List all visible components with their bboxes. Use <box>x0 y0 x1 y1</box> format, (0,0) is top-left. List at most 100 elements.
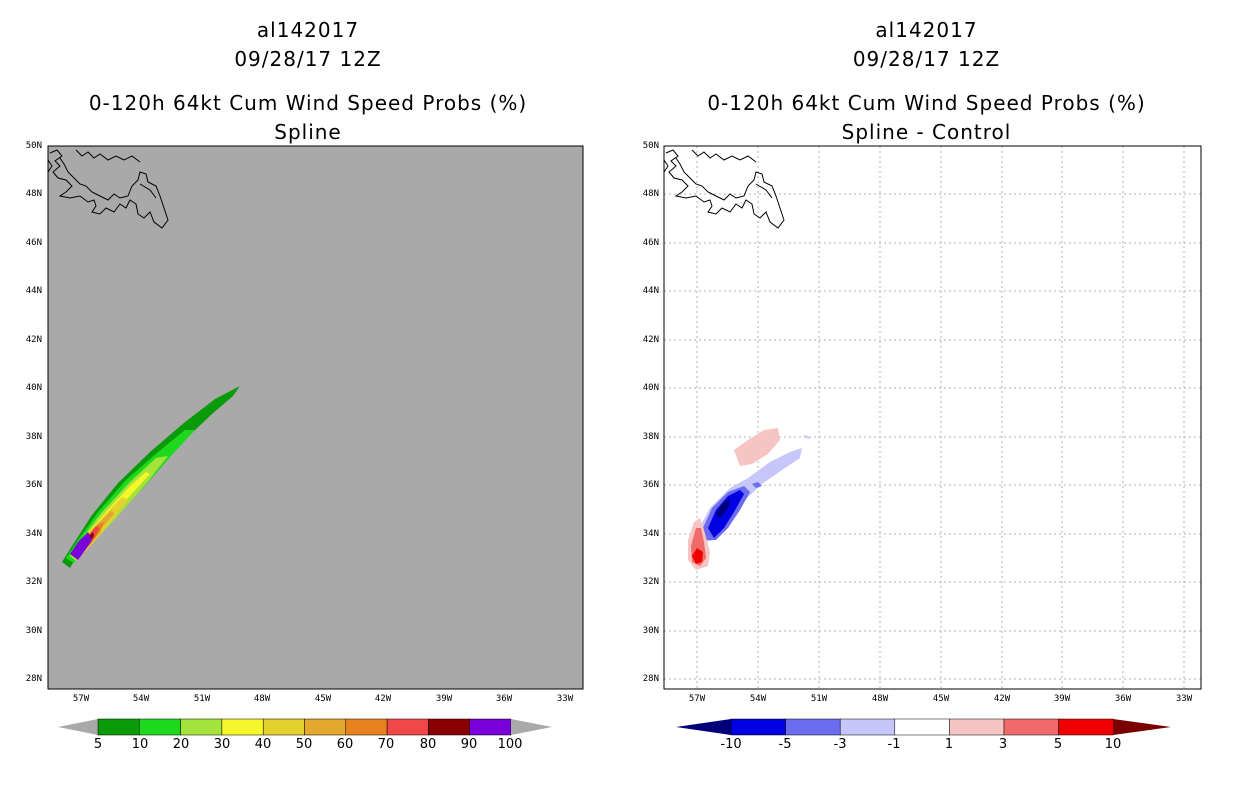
right-lat-label: 42N <box>642 335 659 345</box>
right-colorbar-label: 1 <box>944 737 954 752</box>
left-map-background <box>48 146 583 689</box>
left-colorbar-swatch <box>139 718 181 736</box>
right-colorbar-label: -5 <box>778 737 792 752</box>
left-colorbar-swatch <box>97 718 140 736</box>
right-lon-label: 36W <box>1114 694 1132 704</box>
right-colorbar-label: 3 <box>998 737 1008 752</box>
left-colorbar-swatch <box>221 718 264 736</box>
left-lon-label: 48W <box>253 694 271 704</box>
right-colorbar-swatch <box>730 718 786 736</box>
right-colorbar-swatch <box>839 718 896 736</box>
left-map-frame <box>47 145 584 690</box>
left-colorbar-label: 50 <box>295 737 313 752</box>
right-map <box>663 145 1202 690</box>
right-map-background <box>664 146 1201 689</box>
left-probability-plume <box>62 386 240 568</box>
right-lon-label: 45W <box>932 694 950 704</box>
left-lat-label: 28N <box>25 674 42 684</box>
right-lon-label: 39W <box>1053 694 1071 704</box>
left-colorbar-low-arrow <box>58 719 98 735</box>
left-lat-label: 30N <box>25 626 42 636</box>
left-lat-label: 34N <box>25 529 42 539</box>
right-lon-label: 33W <box>1175 694 1193 704</box>
left-colorbar-high-arrow <box>511 719 552 735</box>
right-difference-contours <box>688 428 811 570</box>
right-lat-label: 50N <box>642 141 659 151</box>
left-lat-label: 50N <box>25 141 42 151</box>
right-lat-label: 30N <box>642 626 659 636</box>
right-title-product: 0-120h 64kt Cum Wind Speed Probs (%) <box>707 91 1146 115</box>
left-colorbar-swatch <box>428 718 470 736</box>
right-lat-label: 46N <box>642 238 659 248</box>
diff-pos-5-10 <box>692 548 703 564</box>
right-lat-label: 48N <box>642 189 659 199</box>
diff-neg-5-10 <box>708 490 744 538</box>
right-lat-label: 34N <box>642 529 659 539</box>
left-title-product: 0-120h 64kt Cum Wind Speed Probs (%) <box>88 91 528 115</box>
left-colorbar-label: 100 <box>497 737 523 752</box>
right-map-gridlines <box>664 146 1201 689</box>
left-colorbar-label: 20 <box>172 737 190 752</box>
left-title-date: 09/28/17 12Z <box>234 47 382 71</box>
right-colorbar-label: 10 <box>1104 737 1122 752</box>
left-colorbar-label: 30 <box>213 737 231 752</box>
left-colorbar-swatch <box>469 718 512 736</box>
left-colorbar <box>58 718 552 736</box>
right-title-method: Spline - Control <box>841 120 1012 144</box>
left-lat-label: 36N <box>25 480 42 490</box>
left-title-method: Spline <box>274 120 342 144</box>
diff-pos-upper <box>734 428 780 466</box>
right-coastline <box>663 149 785 229</box>
right-map-frame <box>663 145 1202 690</box>
left-lon-label: 33W <box>556 694 574 704</box>
left-colorbar-label: 40 <box>254 737 272 752</box>
left-colorbar-swatch <box>345 718 388 736</box>
left-lat-label: 46N <box>25 238 42 248</box>
diff-neg-10 <box>716 498 730 518</box>
left-map <box>47 145 584 690</box>
left-coastline <box>47 149 169 229</box>
right-colorbar-swatch <box>1003 718 1059 736</box>
left-lon-label: 39W <box>435 694 453 704</box>
left-colorbar-label: 60 <box>336 737 354 752</box>
left-lon-label: 54W <box>132 694 150 704</box>
right-lon-label: 51W <box>810 694 828 704</box>
left-lon-label: 51W <box>193 694 211 704</box>
left-lon-label: 42W <box>374 694 392 704</box>
left-lat-label: 48N <box>25 189 42 199</box>
left-lat-label: 42N <box>25 335 42 345</box>
right-colorbar-low-arrow <box>676 719 731 735</box>
diff-neg-fleck <box>803 435 811 439</box>
left-lon-label: 45W <box>314 694 332 704</box>
left-lon-label: 36W <box>495 694 513 704</box>
right-lon-label: 42W <box>993 694 1011 704</box>
left-colorbar-label: 70 <box>377 737 395 752</box>
right-lat-label: 36N <box>642 480 659 490</box>
right-colorbar-label: -3 <box>833 737 847 752</box>
right-title-storm: al142017 <box>875 18 978 42</box>
right-colorbar-label: -10 <box>720 737 742 752</box>
left-title-storm: al142017 <box>256 18 360 42</box>
left-lat-label: 40N <box>25 383 42 393</box>
right-lat-label: 40N <box>642 383 659 393</box>
left-colorbar-label: 10 <box>131 737 149 752</box>
right-colorbar-swatch <box>949 718 1005 736</box>
left-colorbar-swatch <box>180 718 223 736</box>
right-lat-label: 44N <box>642 286 659 296</box>
right-lon-label: 54W <box>749 694 767 704</box>
left-lat-label: 44N <box>25 286 42 296</box>
right-colorbar-label: -1 <box>887 737 901 752</box>
left-colorbar-swatch <box>386 718 429 736</box>
right-title-date: 09/28/17 12Z <box>852 47 1001 71</box>
right-colorbar <box>676 718 1171 736</box>
right-lat-label: 32N <box>642 577 659 587</box>
left-lat-label: 32N <box>25 577 42 587</box>
right-colorbar-label: 5 <box>1053 737 1063 752</box>
left-colorbar-label: 90 <box>460 737 478 752</box>
diff-neg-blob <box>752 482 762 488</box>
right-colorbar-swatch <box>894 718 950 736</box>
left-colorbar-label: 5 <box>93 737 103 752</box>
plume-90-100 <box>70 532 92 560</box>
right-lat-label: 38N <box>642 432 659 442</box>
